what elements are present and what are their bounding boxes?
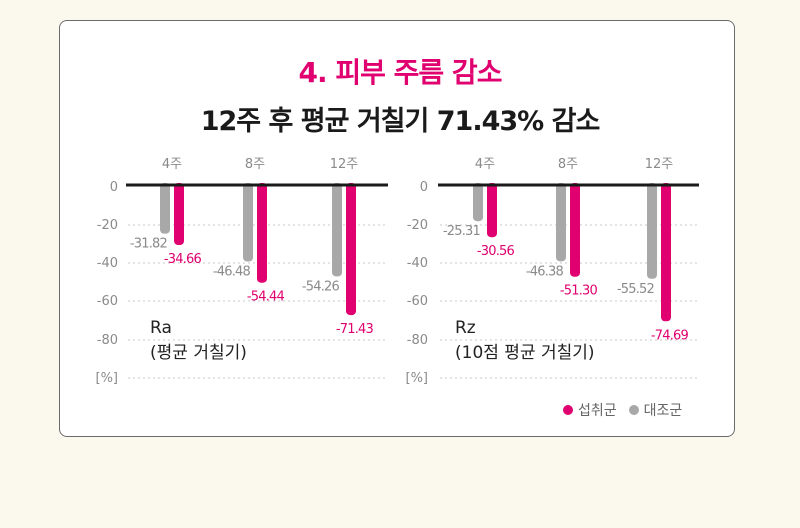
bar-control — [243, 183, 253, 262]
y-tick-label: -80 — [407, 333, 428, 348]
legend: 섭취군 대조군 — [563, 400, 694, 420]
data-label-control: -46.38 — [526, 264, 564, 279]
x-category-label: 8주 — [558, 157, 578, 172]
bar-treatment — [487, 183, 497, 238]
data-label-control: -31.82 — [130, 237, 167, 252]
data-label-control: -54.26 — [302, 279, 340, 294]
y-tick-label: -60 — [97, 294, 118, 309]
y-tick-label: 0 — [110, 180, 118, 195]
legend-item-control: 대조군 — [628, 400, 683, 420]
y-tick-label: -20 — [407, 218, 428, 233]
data-label-control: -25.31 — [443, 224, 481, 239]
bar-control — [160, 183, 170, 234]
bar-treatment — [661, 183, 671, 322]
x-category-label: 4주 — [475, 157, 495, 172]
bar-treatment — [570, 183, 580, 277]
chart-panel-1: 0 -20 -40 -60 -80 [%] 4주 8주 12주 -31.82-34.66 -46.4… — [96, 157, 388, 386]
data-label-control: -46.48 — [213, 265, 251, 280]
legend-dot-control — [628, 405, 639, 415]
bar-treatment — [257, 183, 267, 283]
x-category-label: 12주 — [330, 157, 359, 172]
bar-control — [647, 183, 657, 279]
data-label-treatment: -30.56 — [477, 244, 515, 259]
bar-control — [556, 183, 566, 262]
data-label-treatment: -71.43 — [336, 322, 374, 337]
data-label-treatment: -34.66 — [164, 252, 202, 267]
chart-card — [59, 20, 735, 437]
y-tick-label: -80 — [97, 333, 118, 348]
y-tick-label: -20 — [97, 218, 118, 233]
y-tick-label: 0 — [420, 180, 428, 195]
bar-control — [473, 183, 483, 222]
panel-label-desc: (10점 평균 거칠기) — [455, 343, 595, 363]
y-tick-label: -40 — [407, 256, 428, 271]
y-tick-label: -60 — [407, 294, 428, 309]
y-tick-label: -40 — [97, 256, 118, 271]
bar-treatment — [174, 183, 184, 246]
bar-control — [332, 183, 342, 277]
data-label-treatment: -74.69 — [651, 328, 689, 343]
legend-label-treatment: 섭취군 — [578, 403, 617, 419]
x-category-label: 12주 — [645, 157, 674, 172]
data-label-treatment: -54.44 — [247, 290, 285, 305]
legend-item-treatment: 섭취군 — [563, 400, 617, 420]
data-label-control: -55.52 — [617, 282, 654, 297]
panel-label-name: Ra — [150, 318, 172, 338]
chart-panel-2: 0 -20 -40 -60 -80 [%] 4주 8주 12주 -25.31 -30.56 -46.3… — [406, 157, 699, 386]
bar-treatment — [346, 183, 356, 316]
data-label-treatment: -51.30 — [560, 284, 598, 299]
chart-title: 4. 피부 주름 감소 — [298, 56, 503, 89]
chart-subtitle: 12주 후 평균 거칠기 71.43% 감소 — [200, 106, 601, 137]
x-category-label: 4주 — [162, 157, 182, 172]
x-category-label: 8주 — [245, 157, 265, 172]
panel-label-desc: (평균 거칠기) — [150, 343, 247, 363]
y-tick-label: [%] — [96, 371, 119, 386]
legend-dot-treatment — [563, 405, 573, 415]
panel-label-name: Rz — [455, 318, 476, 338]
legend-label-control: 대조군 — [643, 403, 683, 419]
y-tick-label: [%] — [406, 371, 429, 386]
